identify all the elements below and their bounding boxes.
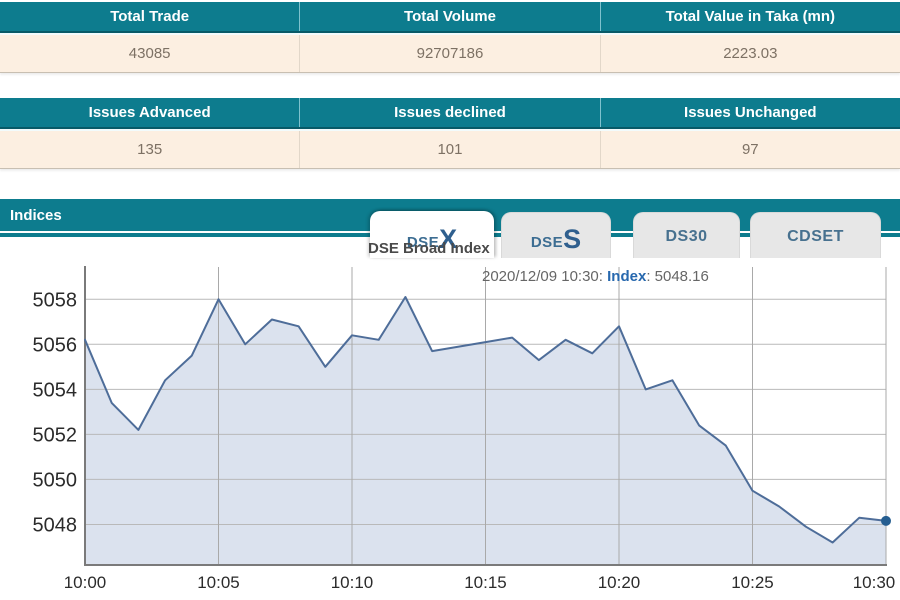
indices-section-title: Indices — [10, 206, 62, 224]
tab-ds30[interactable]: DS30 — [633, 212, 740, 258]
tab-dses[interactable]: DSE S — [501, 212, 611, 258]
value-total-volume: 92707186 — [299, 35, 599, 72]
issues-summary-header-row: Issues Advanced Issues declined Issues U… — [0, 98, 900, 129]
value-issues-advanced: 135 — [137, 141, 163, 158]
y-axis-label: 5050 — [33, 469, 78, 491]
tab-dsex-label-accent: X — [439, 224, 458, 255]
value-issues-declined: 101 — [299, 131, 599, 168]
x-axis-label: 10:10 — [331, 573, 374, 592]
header-issues-advanced: Issues Advanced — [88, 104, 211, 121]
chart-title: DSE Broad Index — [368, 240, 490, 257]
trade-summary-table: Total Trade Total Volume Total Value in … — [0, 2, 900, 73]
x-axis-label: 10:30 — [853, 573, 896, 592]
tab-ds30-label: DS30 — [665, 228, 708, 245]
issues-summary-value-row: 135 101 97 — [0, 129, 900, 169]
header-total-trade: Total Trade — [110, 8, 190, 25]
y-axis-label: 5056 — [33, 334, 78, 356]
x-axis-label: 10:00 — [64, 573, 107, 592]
index-line — [84, 296, 887, 544]
header-total-volume: Total Volume — [299, 2, 599, 31]
value-total-trade: 43085 — [128, 45, 171, 62]
tooltip-value: : 5048.16 — [646, 268, 709, 285]
tab-dsex[interactable]: DSE X — [370, 211, 494, 258]
x-axis-label: 10:25 — [731, 573, 774, 592]
tab-cdset-label: CDSET — [787, 228, 844, 245]
issues-summary-table: Issues Advanced Issues declined Issues U… — [0, 98, 900, 169]
value-issues-unchanged: 97 — [599, 131, 900, 168]
x-axis-label: 10:15 — [464, 573, 507, 592]
x-axis-label: 10:05 — [197, 573, 240, 592]
header-issues-unchanged: Issues Unchanged — [599, 98, 900, 127]
y-axis-label: 5058 — [33, 289, 78, 311]
tab-dses-label-accent: S — [563, 224, 582, 255]
y-axis-label: 5054 — [33, 379, 78, 401]
tooltip-series-label: Index — [607, 268, 647, 285]
trade-summary-value-row: 43085 92707186 2223.03 — [0, 33, 900, 73]
header-total-value: Total Value in Taka (mn) — [599, 2, 900, 31]
y-axis-label: 5052 — [33, 424, 78, 446]
tab-dses-label: DSE — [530, 234, 564, 251]
last-point-marker — [881, 515, 891, 526]
chart-tooltip: 2020/12/09 10:30: Index: 5048.16 — [482, 268, 709, 285]
value-total-value: 2223.03 — [599, 35, 900, 72]
tab-cdset[interactable]: CDSET — [750, 212, 881, 258]
tab-dsex-label: DSE — [406, 234, 440, 251]
y-axis-label: 5048 — [33, 514, 78, 536]
header-issues-declined: Issues declined — [299, 98, 599, 127]
tooltip-datetime: 2020/12/09 10:30: — [482, 268, 608, 285]
trade-summary-header-row: Total Trade Total Volume Total Value in … — [0, 2, 900, 33]
x-axis-label: 10:20 — [598, 573, 641, 592]
